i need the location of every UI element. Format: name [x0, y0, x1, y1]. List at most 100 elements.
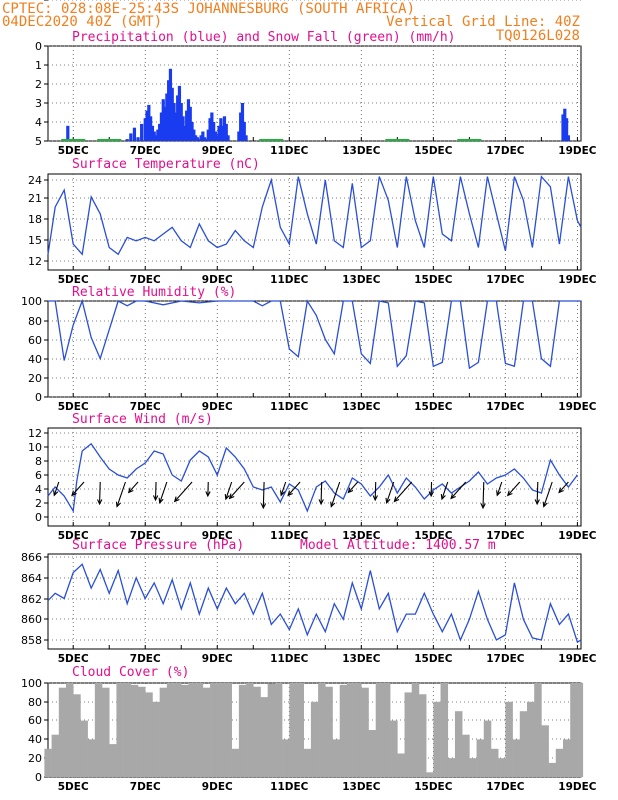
- wind-arrow: [441, 481, 449, 500]
- wind-arrow-head: [260, 503, 267, 510]
- precip-bar: [222, 116, 227, 141]
- cloud-bar: [490, 748, 499, 777]
- x-tick-label: 5DEC: [58, 145, 89, 157]
- precip-bar: [156, 129, 160, 141]
- panel-title: Precipitation (blue) and Snow Fall (gree…: [72, 30, 456, 45]
- wind-arrow: [280, 481, 287, 496]
- precip-bar: [170, 87, 174, 141]
- x-tick-label: 7DEC: [130, 401, 161, 413]
- panel-title: Surface Temperature (nC): [72, 157, 260, 172]
- x-tick-label: 9DEC: [202, 274, 233, 286]
- wind-arrow: [71, 481, 85, 496]
- header-line1: CPTEC: 028:08E-25:43S JOHANNESBURG (SOUT…: [2, 1, 415, 17]
- cloud-bar: [433, 701, 441, 777]
- wind-arrow-head: [205, 491, 211, 498]
- cloud-bar: [332, 739, 341, 777]
- x-tick-label: 17DEC: [486, 653, 525, 665]
- wind-arrow: [262, 481, 265, 509]
- cloud-bar: [123, 683, 132, 777]
- cloud-bar: [166, 683, 175, 777]
- wind-arrow: [394, 481, 413, 502]
- precip-bar: [66, 125, 70, 141]
- x-tick-label: 7DEC: [130, 274, 161, 286]
- wind-arrow-head: [287, 490, 293, 497]
- y-tick-label: 100: [21, 295, 42, 308]
- panel-title: Relative Humidity (%): [72, 285, 236, 300]
- x-tick-label: 7DEC: [130, 530, 161, 542]
- wind-arrow-head: [440, 494, 446, 501]
- y-tick-label: 60: [28, 714, 42, 727]
- cloud-bar: [404, 692, 413, 777]
- precip-bar: [244, 135, 248, 141]
- panel-frame: [47, 173, 582, 271]
- precip-bar: [188, 106, 192, 141]
- series-line: [47, 175, 582, 256]
- wind-arrow: [229, 481, 245, 499]
- cloud-bar: [159, 687, 168, 777]
- x-tick-label: 5DEC: [58, 653, 89, 665]
- cloud-bar: [174, 683, 182, 777]
- x-tick-label: 11DEC: [270, 530, 309, 542]
- wind-arrow: [347, 481, 359, 493]
- y-tick-label: 858: [21, 634, 42, 647]
- y-tick-label: 866: [21, 551, 42, 564]
- series-line: [47, 563, 582, 644]
- cloud-bar: [375, 683, 384, 777]
- cloud-bar: [195, 683, 204, 777]
- cloud-bar: [397, 753, 405, 777]
- panel-annotation: Model Altitude: 1400.57 m: [300, 538, 496, 553]
- panel-frame: [47, 427, 582, 527]
- cloud-bar: [382, 683, 391, 777]
- wind-arrow-head: [534, 499, 540, 506]
- cloud-bar: [152, 701, 160, 777]
- precip-bar: [168, 68, 173, 141]
- panel-title: Cloud Cover (%): [72, 665, 189, 680]
- cloud-bar: [570, 683, 578, 777]
- precip-bar: [563, 108, 567, 141]
- wind-arrow: [128, 481, 139, 493]
- wind-arrow-head: [542, 501, 548, 508]
- y-tick-label: 10: [28, 441, 42, 454]
- x-tick-label: 13DEC: [342, 274, 381, 286]
- y-tick-label: 5: [35, 135, 42, 148]
- x-tick-label: 19DEC: [558, 401, 597, 413]
- precip-bar: [197, 139, 201, 141]
- x-tick-label: 17DEC: [486, 274, 525, 286]
- cloud-bar: [575, 683, 584, 777]
- panel-title: Surface Pressure (hPa): [72, 538, 244, 553]
- x-tick-label: 15DEC: [414, 781, 453, 793]
- wind-arrow-head: [318, 499, 324, 506]
- wind-arrow: [159, 481, 168, 503]
- wind-arrow-head: [127, 487, 134, 494]
- y-tick-label: 20: [28, 752, 42, 765]
- cloud-bar: [519, 711, 528, 777]
- wind-arrow-head: [173, 496, 180, 503]
- wind-arrow: [116, 481, 126, 507]
- header-grid-line: Vertical Grid Line: 40Z: [386, 14, 580, 30]
- cloud-bar: [73, 694, 81, 777]
- cloud-bar: [246, 683, 254, 777]
- wind-arrow: [543, 481, 553, 507]
- wind-arrow: [287, 481, 301, 496]
- x-tick-label: 5DEC: [58, 781, 89, 793]
- panel-temp: 12 15 18 21 24 5DEC 7DEC 9DEC 11DEC 13DEC 15DEC 17D…: [28, 157, 597, 286]
- y-tick-label: 80: [28, 315, 42, 328]
- precip-bar: [215, 135, 219, 141]
- cloud-bar: [469, 758, 477, 777]
- y-tick-label: 4: [35, 483, 42, 496]
- wind-arrow: [558, 481, 569, 493]
- precip-bar: [566, 135, 570, 141]
- x-tick-label: 7DEC: [130, 781, 161, 793]
- precip-bar: [136, 137, 140, 141]
- precip-bar: [163, 106, 167, 141]
- cloud-bar: [483, 720, 492, 777]
- wind-arrow-head: [372, 495, 378, 502]
- precip-bar: [158, 123, 162, 141]
- cloud-bar: [548, 762, 557, 777]
- y-tick-label: 2: [35, 78, 42, 91]
- y-tick-label: 8: [35, 455, 42, 468]
- y-tick-label: 15: [28, 234, 42, 247]
- y-tick-label: 864: [21, 572, 42, 585]
- header-model-code: TQ0126L028: [496, 28, 580, 44]
- panel-precip: 0 1 2 3 4 5 5DEC 7DEC 9DEC 11DEC 13DEC 15DEC 17DEC 19…: [35, 30, 597, 157]
